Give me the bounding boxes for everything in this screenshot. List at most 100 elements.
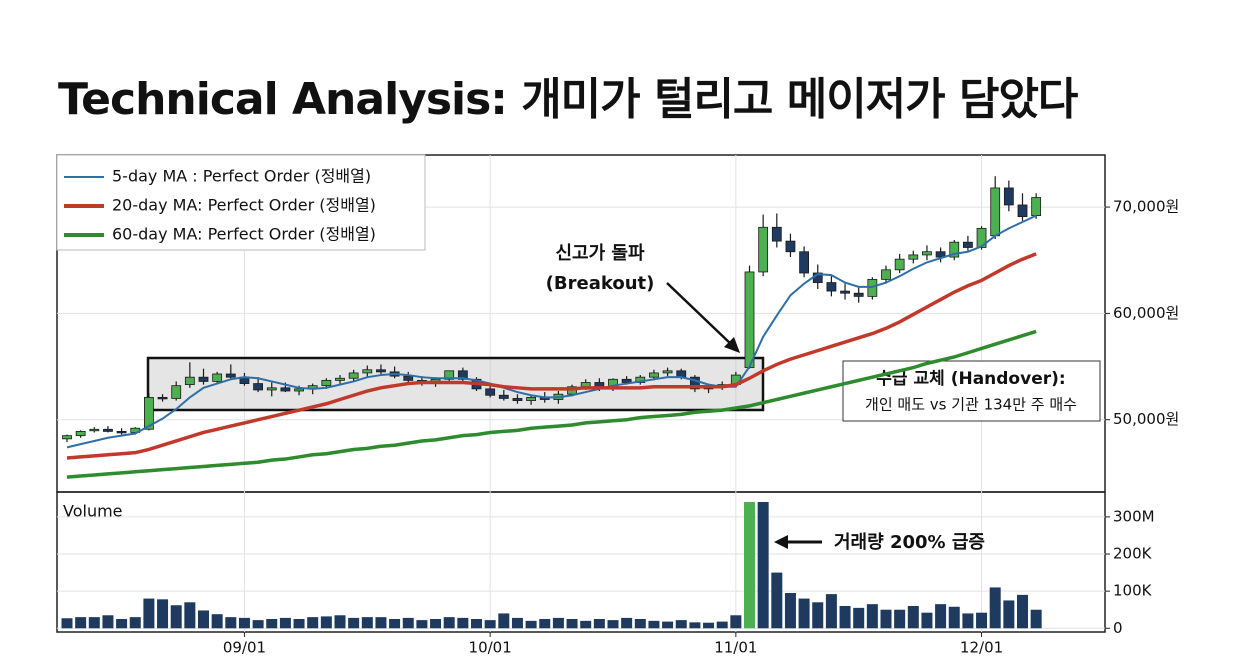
candle-body — [949, 241, 960, 258]
ma-line — [66, 214, 1037, 449]
volume-bar — [375, 617, 387, 629]
volume-bar — [416, 620, 428, 629]
candle-body — [799, 251, 809, 274]
candle-body — [853, 292, 864, 297]
breakout-arrow — [666, 282, 734, 347]
volume-bar — [757, 502, 769, 629]
legend-box — [56, 154, 426, 251]
volume-bar — [157, 599, 169, 629]
volume-bar — [402, 617, 414, 629]
volume-bar — [948, 606, 960, 629]
candle-body — [512, 398, 523, 401]
candle-body — [362, 369, 373, 374]
volume-bar — [430, 619, 442, 629]
candle-body — [662, 370, 673, 374]
volume-bar — [634, 619, 646, 629]
candle-body — [621, 378, 632, 383]
volume-bar — [976, 612, 988, 629]
volume-bar — [170, 605, 182, 629]
handover-label: 수급 교체 (Handover): — [876, 369, 1065, 389]
volume-bar — [334, 615, 346, 629]
y-tick-label: 70,000원 — [1113, 198, 1179, 216]
volume-bar — [675, 620, 687, 629]
volume-bar — [935, 604, 947, 629]
x-tick-label: 11/01 — [714, 639, 757, 657]
volume-bar — [689, 622, 701, 629]
volume-bar — [498, 613, 510, 629]
candle-body — [103, 428, 113, 432]
handover-label: 개인 매도 vs 기관 134만 주 매수 — [865, 396, 1077, 414]
volume-bar — [566, 619, 578, 629]
volume-bar — [798, 598, 810, 629]
volume-bar — [511, 617, 523, 629]
volume-bar — [225, 617, 237, 629]
candle-body — [75, 431, 86, 437]
volume-bar — [703, 622, 715, 629]
candle-body — [908, 254, 919, 260]
candle-body — [771, 226, 782, 242]
candle-body — [444, 370, 455, 380]
x-tick-label: 09/01 — [223, 639, 266, 657]
ma-line — [66, 329, 1037, 479]
breakout-label: (Breakout) — [546, 273, 655, 294]
candle-body — [498, 394, 509, 399]
candle-body — [198, 376, 209, 382]
candle-body — [963, 241, 973, 248]
volume-bar — [839, 606, 851, 629]
candle-body — [758, 226, 769, 273]
legend-label: 20-day MA: Perfect Order (정배열) — [112, 196, 376, 215]
volume-bar — [825, 594, 837, 629]
volume-bar — [143, 598, 155, 629]
candle-body — [280, 387, 291, 392]
candle-body — [348, 372, 359, 379]
y-tick-label: 100K — [1113, 582, 1153, 600]
candle-body — [867, 278, 878, 297]
y-tick-label: 200K — [1113, 545, 1153, 563]
candle-body — [935, 251, 946, 258]
volume-arrow-head — [774, 535, 788, 549]
candle-body — [840, 290, 850, 294]
volume-bar — [525, 620, 537, 629]
volume-bar — [88, 617, 100, 629]
volume-bar — [1030, 609, 1042, 629]
volume-bar — [348, 617, 360, 629]
volume-bar — [389, 619, 401, 629]
volume-bar — [471, 619, 482, 629]
handover-box — [842, 360, 1101, 422]
volume-bar — [716, 621, 728, 629]
candle-body — [62, 435, 72, 440]
volume-bar — [61, 618, 73, 629]
volume-bar — [552, 617, 564, 629]
y-tick-label: 300M — [1113, 507, 1155, 525]
volume-bar — [812, 602, 824, 629]
candle-body — [922, 251, 932, 256]
volume-bar — [730, 615, 742, 629]
volume-bar — [184, 602, 196, 629]
volume-bar — [771, 572, 783, 629]
volume-bar — [129, 617, 141, 629]
candle-body — [744, 271, 755, 369]
volume-bar — [320, 616, 332, 629]
candle-body — [266, 387, 277, 391]
volume-bar — [1003, 600, 1015, 629]
candle-body — [184, 376, 195, 386]
volume-bar — [252, 620, 264, 629]
volume-bar — [293, 619, 305, 629]
candle-body — [485, 388, 496, 396]
volume-bar — [648, 620, 660, 629]
volume-bar — [880, 609, 892, 629]
candle-body — [881, 269, 891, 280]
volume-bar — [1017, 594, 1028, 629]
volume-bar — [279, 617, 291, 629]
volume-bar — [744, 502, 755, 629]
volume-bar — [853, 607, 865, 629]
volume-annotation: 거래량 200% 급증 — [834, 532, 985, 553]
legend-label: 60-day MA: Perfect Order (정배열) — [112, 225, 376, 244]
volume-bar — [457, 617, 469, 629]
candle-body — [321, 379, 332, 387]
volume-bar — [102, 615, 114, 629]
candle-body — [335, 377, 345, 381]
volume-bar — [443, 617, 455, 629]
